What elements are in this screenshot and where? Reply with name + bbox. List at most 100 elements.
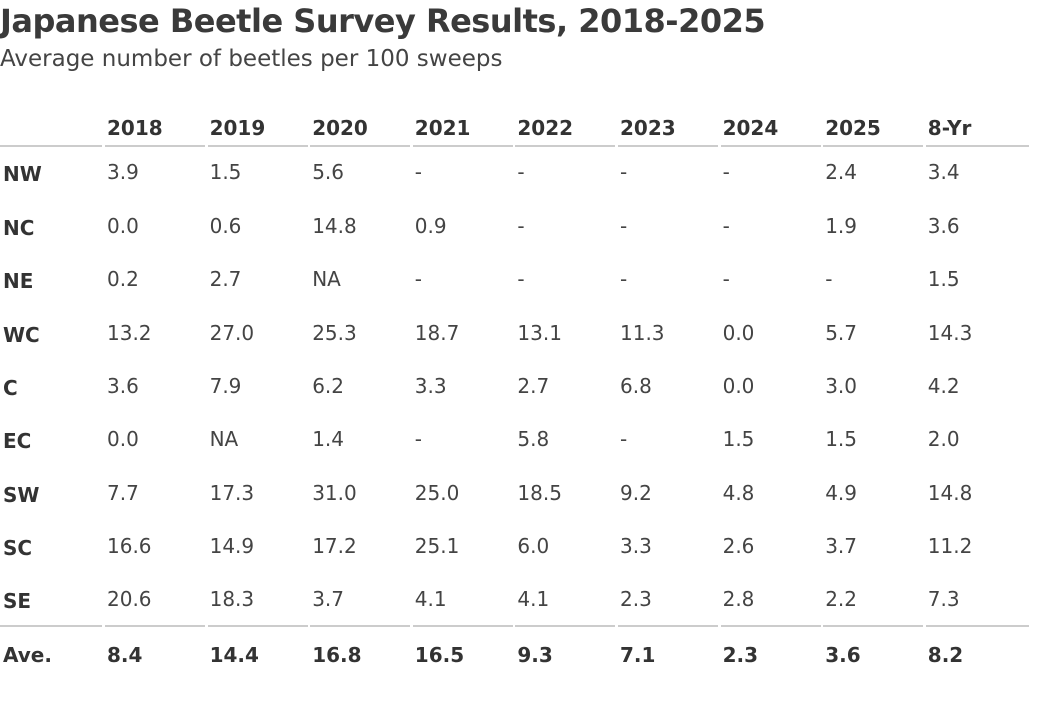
table-cell: 1.5 [722, 427, 755, 451]
table-cell: 3.3 [620, 534, 652, 558]
table-cell: - [414, 267, 423, 291]
table-cell: NA [209, 427, 239, 451]
subtitle: Average number of beetles per 100 sweeps [0, 46, 503, 72]
footer-cell: 2.3 [722, 643, 759, 667]
table-cell: 6.0 [517, 534, 550, 558]
table-cell: 18.3 [209, 587, 255, 611]
table-cell: 3.6 [107, 374, 139, 398]
table-cell: 0.0 [722, 374, 755, 398]
column-header: 8-Yr [927, 116, 972, 140]
table-cell: 4.8 [722, 481, 755, 505]
rule [515, 145, 616, 147]
column-header: 2020 [312, 116, 368, 140]
footer-cell: 16.8 [312, 643, 362, 667]
rule [105, 145, 205, 147]
table-cell: 1.5 [927, 267, 960, 291]
table-cell: 6.2 [312, 374, 344, 398]
table-cell: 2.6 [722, 534, 755, 558]
rule [720, 625, 821, 627]
table-cell: - [722, 160, 730, 184]
rule [0, 625, 102, 627]
table-cell: 1.4 [312, 427, 344, 451]
rule [0, 145, 102, 147]
footer-cell: 14.4 [209, 643, 259, 667]
row-label: NE [3, 269, 34, 293]
table-cell: 0.0 [107, 214, 139, 238]
table-cell: 13.1 [517, 321, 562, 345]
table-cell: 1.5 [209, 160, 242, 184]
table-cell: 5.6 [312, 160, 344, 184]
table-cell: 3.9 [107, 160, 139, 184]
title: Japanese Beetle Survey Results, 2018-202… [0, 2, 766, 40]
table-cell: 0.2 [107, 267, 139, 291]
rule [207, 145, 308, 147]
table-cell: - [414, 160, 423, 184]
column-header: 2022 [517, 116, 574, 140]
column-header: 2021 [414, 116, 471, 140]
table-cell: 4.1 [414, 587, 447, 611]
table-cell: 14.8 [312, 214, 357, 238]
rule [105, 625, 205, 627]
table-cell: 4.2 [927, 374, 960, 398]
rule [412, 625, 513, 627]
table-cell: 2.8 [722, 587, 755, 611]
footer-cell: 3.6 [825, 643, 861, 667]
table-cell: 3.3 [414, 374, 447, 398]
table-cell: 18.5 [517, 481, 562, 505]
table-cell: 4.9 [825, 481, 857, 505]
rule [412, 145, 513, 147]
table-cell: - [517, 160, 525, 184]
table-cell: 25.3 [312, 321, 357, 345]
column-header: 2024 [722, 116, 779, 140]
table-cell: 4.1 [517, 587, 550, 611]
table-cell: 11.3 [620, 321, 665, 345]
table-cell: 16.6 [107, 534, 152, 558]
rule [207, 625, 308, 627]
table-cell: 17.2 [312, 534, 357, 558]
table-cell: - [722, 267, 730, 291]
table-cell: 9.2 [620, 481, 652, 505]
table-cell: 6.8 [620, 374, 652, 398]
column-header: 2018 [107, 116, 163, 140]
table-cell: 3.6 [927, 214, 960, 238]
table-cell: 2.2 [825, 587, 857, 611]
table-cell: - [825, 267, 833, 291]
rule [515, 625, 616, 627]
row-label: SW [3, 483, 40, 507]
table-cell: 0.0 [107, 427, 139, 451]
table-cell: 14.3 [927, 321, 973, 345]
table-cell: 0.0 [722, 321, 755, 345]
table-cell: 2.7 [517, 374, 550, 398]
table-cell: 0.9 [414, 214, 447, 238]
table-cell: 7.7 [107, 481, 139, 505]
table-cell: 13.2 [107, 321, 152, 345]
footer-cell: 8.4 [107, 643, 143, 667]
rule [823, 625, 924, 627]
table-cell: 3.7 [312, 587, 344, 611]
table-cell: 2.4 [825, 160, 857, 184]
row-label: SC [3, 536, 33, 560]
table-cell: - [517, 214, 525, 238]
table-cell: 3.0 [825, 374, 857, 398]
footer-cell: 9.3 [517, 643, 553, 667]
table-cell: 3.7 [825, 534, 857, 558]
row-label: NW [3, 162, 42, 186]
footer-cell: 7.1 [620, 643, 656, 667]
table-cell: - [620, 427, 628, 451]
table-cell: 0.6 [209, 214, 242, 238]
table-cell: 25.1 [414, 534, 460, 558]
table-cell: - [517, 267, 525, 291]
table-cell: 17.3 [209, 481, 255, 505]
table-cell: NA [312, 267, 341, 291]
table-cell: 25.0 [414, 481, 460, 505]
table-cell: 18.7 [414, 321, 460, 345]
table-cell: 7.9 [209, 374, 242, 398]
column-header: 2025 [825, 116, 881, 140]
table-cell: 1.9 [825, 214, 857, 238]
rule [925, 625, 1029, 627]
table-cell: 11.2 [927, 534, 973, 558]
rule [618, 145, 718, 147]
table-cell: 5.7 [825, 321, 857, 345]
table-cell: 3.4 [927, 160, 960, 184]
